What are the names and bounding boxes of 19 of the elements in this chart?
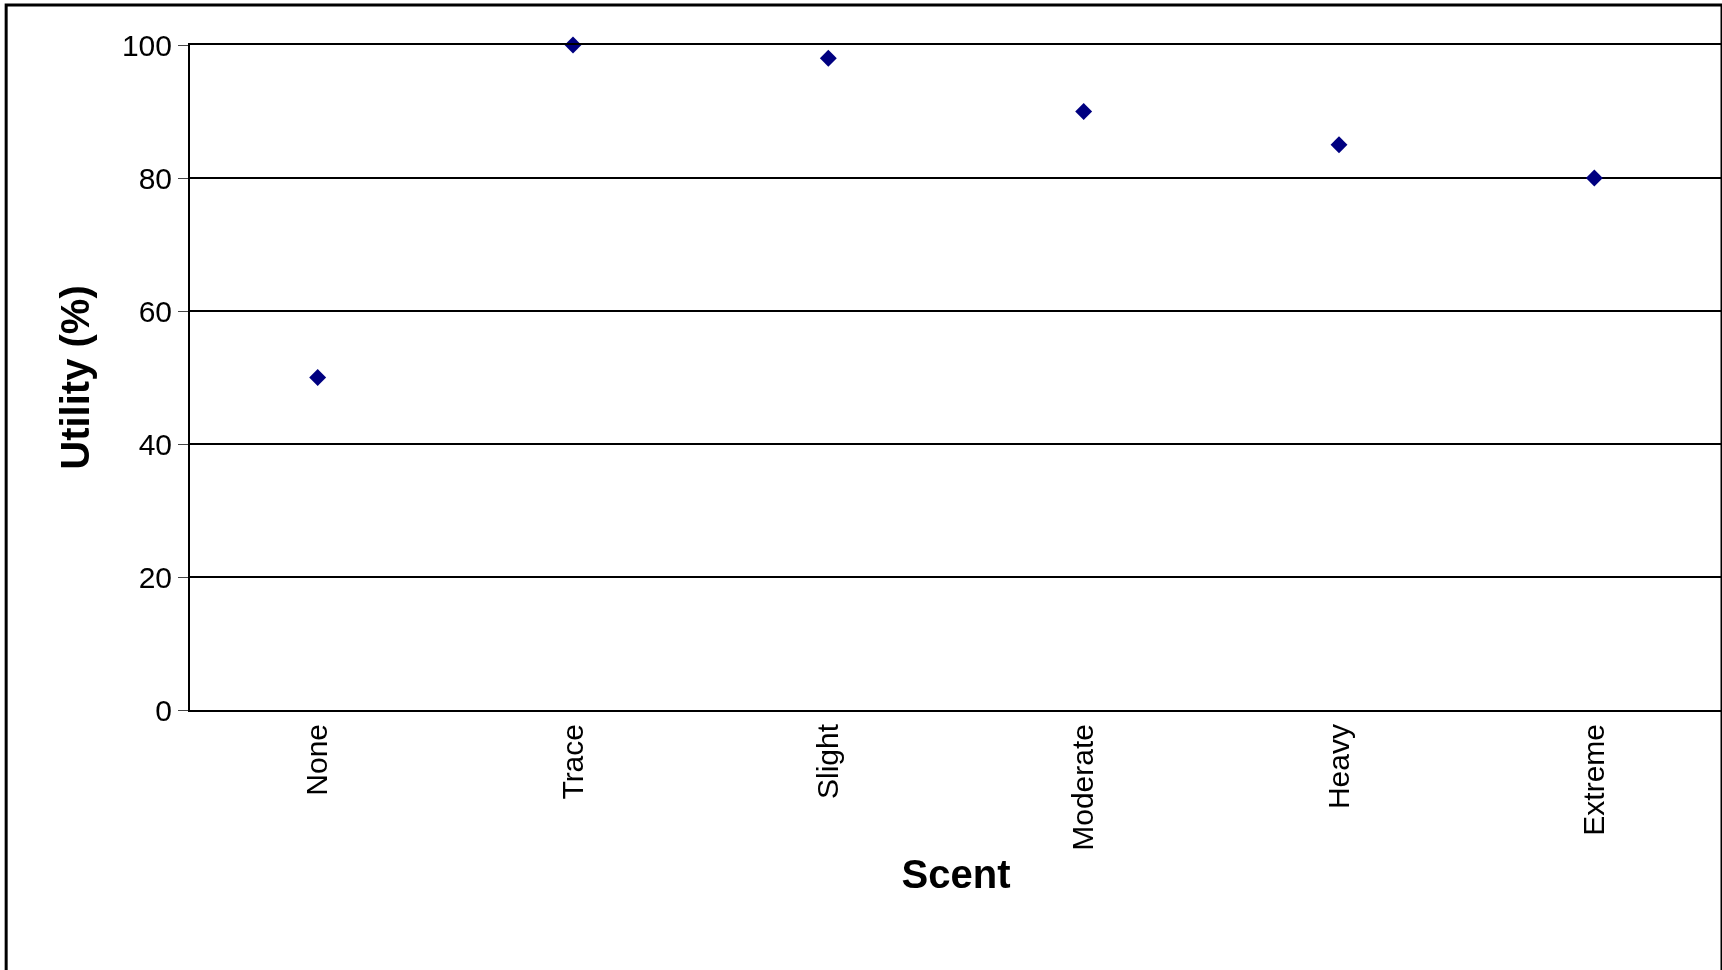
- point: [1585, 169, 1603, 187]
- y-tick-label: 0: [155, 693, 172, 727]
- point: [309, 369, 327, 386]
- x-tick-label: None: [300, 724, 334, 796]
- x-tick-label: Slight: [811, 723, 845, 800]
- y-tick-label: 100: [121, 28, 172, 62]
- x-tick-label: Heavy: [1321, 724, 1355, 810]
- y-tick-label: 60: [138, 294, 172, 328]
- y-tick-label: 80: [138, 161, 172, 195]
- y-axis-title: Utility (%): [52, 285, 97, 470]
- x-tick-label: Moderate: [1066, 724, 1100, 851]
- y-tick-label: 40: [138, 427, 172, 461]
- x-tick-label: Trace: [555, 724, 589, 800]
- x-tick-label: Extreme: [1577, 724, 1611, 836]
- x-axis-title: Scent: [901, 851, 1011, 896]
- point: [1330, 136, 1348, 154]
- point: [819, 49, 837, 67]
- y-tick-label: 20: [138, 560, 172, 594]
- point: [1075, 103, 1093, 120]
